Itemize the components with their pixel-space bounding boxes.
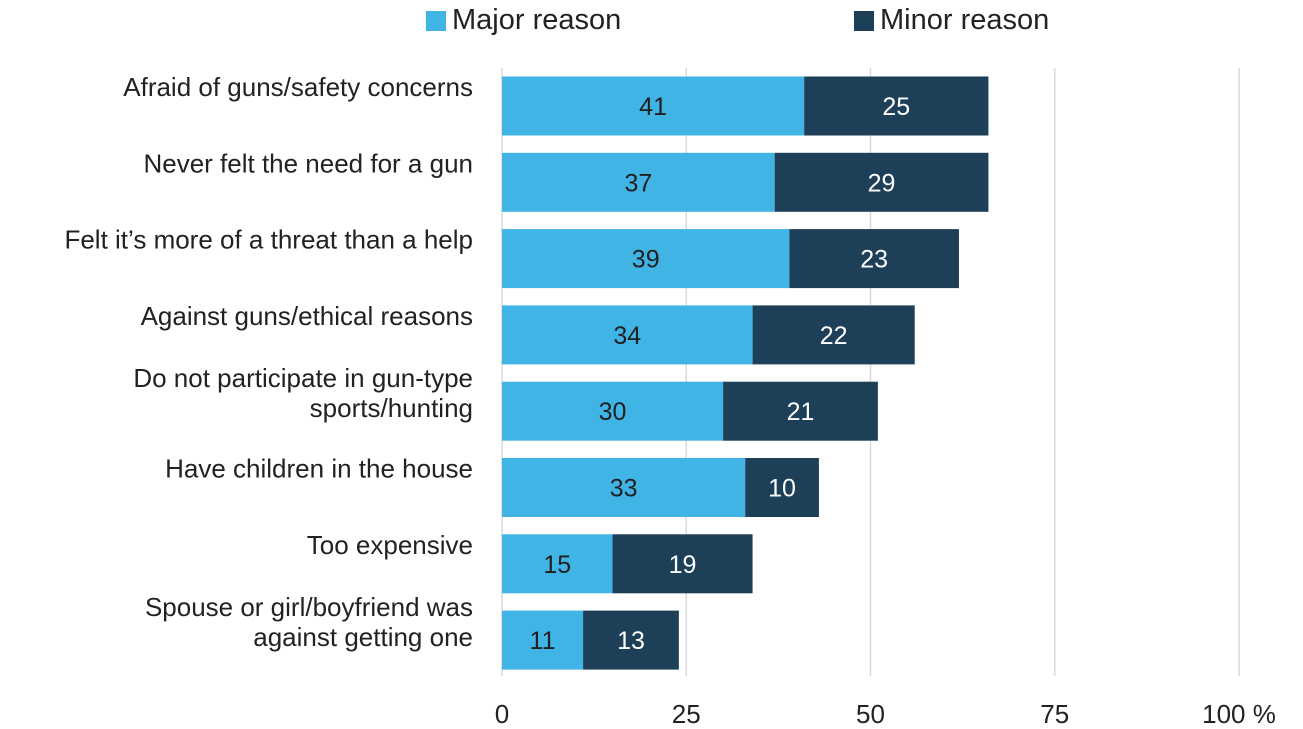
- bar-major-1: [502, 152, 775, 212]
- x-tick-label-4: 100 %: [1202, 699, 1276, 729]
- x-axis-ticks: 0 25 50 75 100 %: [495, 699, 1276, 729]
- bar-value-label-major-6: 15: [543, 551, 571, 579]
- bar-value-label-major-4: 30: [599, 398, 627, 426]
- legend-item-major: Major reason: [426, 4, 621, 37]
- bar-major-6: [502, 534, 613, 594]
- category-label-1: Never felt the need for a gun: [143, 148, 473, 178]
- bar-value-label-minor-1: 29: [868, 169, 896, 197]
- bar-value-label-minor-6: 19: [669, 551, 697, 579]
- bar-minor-7: [583, 610, 679, 670]
- bar-major-3: [502, 305, 753, 365]
- bar-value-label-major-5: 33: [610, 475, 638, 503]
- bar-minor-4: [723, 381, 878, 441]
- bar-value-label-minor-4: 21: [787, 398, 815, 426]
- category-label-3: Against guns/ethical reasons: [141, 301, 473, 331]
- legend-swatch-minor: [854, 10, 874, 31]
- category-label-2: Felt it’s more of a threat than a help: [64, 225, 473, 255]
- bar-minor-3: [752, 305, 915, 365]
- bar-value-label-major-3: 34: [613, 322, 641, 350]
- bar-minor-1: [774, 152, 989, 212]
- bar-value-label-minor-0: 25: [882, 93, 910, 121]
- bars: 41 25 37 29 39 23 34 22 30 21 33 10 15 19 11 13: [502, 76, 989, 670]
- legend-item-minor: Minor reason: [854, 4, 1049, 37]
- legend-label-major: Major reason: [452, 4, 622, 36]
- bar-value-label-major-7: 11: [530, 627, 556, 655]
- bar-value-label-minor-5: 10: [768, 475, 796, 503]
- bar-value-label-minor-2: 23: [860, 246, 888, 274]
- legend-label-minor: Minor reason: [880, 4, 1050, 36]
- bar-minor-5: [745, 458, 819, 517]
- category-labels: Afraid of guns/safety concerns Never felt…: [64, 72, 473, 652]
- bar-value-label-minor-3: 22: [820, 322, 848, 350]
- bar-minor-6: [612, 534, 753, 594]
- bar-value-label-major-2: 39: [632, 246, 660, 274]
- bar-major-7: [502, 610, 584, 670]
- category-label-5: Have children in the house: [165, 454, 473, 484]
- bar-major-0: [502, 76, 805, 136]
- bar-major-5: [502, 458, 746, 517]
- legend-swatch-major: [426, 10, 446, 31]
- bar-major-2: [502, 229, 790, 289]
- legend: Major reason Minor reason: [0, 4, 1303, 44]
- bar-value-label-major-0: 41: [639, 93, 667, 121]
- category-label-4-line-0: Do not participate in gun-type: [133, 363, 473, 393]
- category-label-7-line-1: against getting one: [253, 622, 473, 652]
- category-label-7-line-0: Spouse or girl/boyfriend was: [145, 592, 473, 622]
- bar-minor-0: [804, 76, 989, 136]
- bar-major-4: [502, 381, 724, 441]
- category-label-4-line-1: sports/hunting: [310, 393, 473, 423]
- x-tick-label-1: 25: [672, 699, 701, 729]
- bar-value-label-major-1: 37: [624, 169, 652, 197]
- category-label-6: Too expensive: [307, 530, 473, 560]
- bar-value-label-minor-7: 13: [617, 627, 645, 655]
- category-label-0: Afraid of guns/safety concerns: [123, 72, 473, 102]
- bar-minor-2: [789, 229, 959, 289]
- x-tick-label-2: 50: [856, 699, 885, 729]
- x-tick-label-3: 75: [1040, 699, 1069, 729]
- x-tick-label-0: 0: [495, 699, 509, 729]
